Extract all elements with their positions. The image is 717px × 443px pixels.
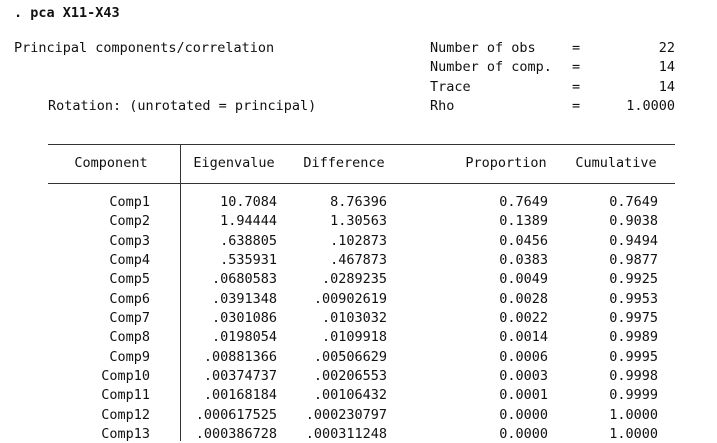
cell: 0.9999: [609, 387, 658, 404]
cell: .0301086: [211, 309, 277, 326]
cell: 0.0003: [499, 367, 548, 384]
stat-label: Number of comp.: [430, 59, 552, 75]
cell: 0.9953: [609, 290, 658, 307]
cell: 0.9038: [609, 213, 658, 230]
cell: .000386728: [195, 425, 277, 442]
cell: .00206553: [313, 367, 387, 384]
cell: 0.1389: [499, 213, 548, 230]
cell: 0.0028: [499, 290, 548, 307]
cell: 1.0000: [609, 406, 658, 423]
cell: 0.0000: [499, 406, 548, 423]
cell: .0680583: [211, 271, 277, 288]
stat-label: Number of obs: [430, 40, 536, 56]
cell: .638805: [220, 232, 277, 249]
title: Principal components/correlation: [14, 40, 275, 56]
cell: 1.0000: [609, 425, 658, 442]
row-label: Comp10: [101, 367, 150, 384]
row-label: Comp13: [101, 425, 150, 442]
cell: 10.7084: [220, 194, 277, 210]
cell: .00881366: [203, 348, 277, 365]
cell: .00902619: [313, 290, 387, 307]
cell: 0.0006: [499, 348, 548, 365]
cell: 0.9989: [609, 329, 658, 346]
header-rule: [48, 183, 675, 184]
cell: .00506629: [313, 348, 387, 365]
stat-eq: =: [572, 59, 581, 75]
cell: 1.30563: [330, 213, 387, 230]
stat-eq: =: [572, 79, 581, 95]
cell: 0.9975: [609, 309, 658, 326]
rotation: Rotation: (unrotated = principal): [48, 98, 317, 114]
row-label: Comp3: [109, 232, 150, 249]
table-top-rule: [48, 144, 675, 145]
cell: .0289235: [321, 271, 387, 288]
cell: 0.0049: [499, 271, 548, 288]
command: . pca X11-X43: [14, 5, 120, 21]
cell: 0.0014: [499, 329, 548, 346]
stat-value: 14: [658, 79, 675, 95]
stat-value: 22: [658, 40, 675, 56]
cell: 0.0456: [499, 232, 548, 249]
stat-label: Rho: [430, 98, 455, 114]
cell: .0198054: [211, 329, 277, 346]
cell: .0103032: [321, 309, 387, 326]
column-header: Component: [74, 155, 148, 171]
row-label: Comp6: [109, 290, 150, 307]
row-label: Comp5: [109, 271, 150, 288]
cell: .00106432: [313, 387, 387, 404]
stat-value: 14: [658, 59, 675, 75]
cell: 0.0000: [499, 425, 548, 442]
cell: 0.7649: [609, 194, 658, 210]
column-header: Difference: [303, 155, 385, 171]
cell: .535931: [220, 251, 277, 268]
cell: 0.0383: [499, 251, 548, 268]
row-label: Comp12: [101, 406, 150, 423]
row-label: Comp8: [109, 329, 150, 346]
cell: 0.9925: [609, 271, 658, 288]
row-label: Comp2: [109, 213, 150, 230]
cell: .0391348: [211, 290, 277, 307]
row-label: Comp7: [109, 309, 150, 326]
cell: 1.94444: [220, 213, 277, 230]
column-header: Cumulative: [575, 155, 657, 171]
cell: .00374737: [203, 367, 277, 384]
row-label: Comp9: [109, 348, 150, 365]
row-label: Comp4: [109, 251, 150, 268]
cell: .00168184: [203, 387, 277, 404]
stat-label: Trace: [430, 79, 471, 95]
cell: .467873: [330, 251, 387, 268]
row-label: Comp11: [101, 387, 150, 404]
cell: 8.76396: [330, 194, 387, 210]
cell: .102873: [330, 232, 387, 249]
cell: 0.9494: [609, 232, 658, 249]
stat-eq: =: [572, 40, 581, 56]
cell: .000617525: [195, 406, 277, 423]
column-header: Proportion: [465, 155, 547, 171]
cell: 0.0001: [499, 387, 548, 404]
row-label: Comp1: [109, 194, 150, 210]
column-divider: [180, 144, 181, 441]
stat-value: 1.0000: [626, 98, 675, 114]
cell: 0.0022: [499, 309, 548, 326]
cell: 0.9877: [609, 251, 658, 268]
cell: .000311248: [305, 425, 387, 442]
cell: 0.9998: [609, 367, 658, 384]
cell: .0109918: [321, 329, 387, 346]
cell: .000230797: [305, 406, 387, 423]
cell: 0.9995: [609, 348, 658, 365]
stat-eq: =: [572, 98, 581, 114]
cell: 0.7649: [499, 194, 548, 210]
column-header: Eigenvalue: [193, 155, 275, 171]
